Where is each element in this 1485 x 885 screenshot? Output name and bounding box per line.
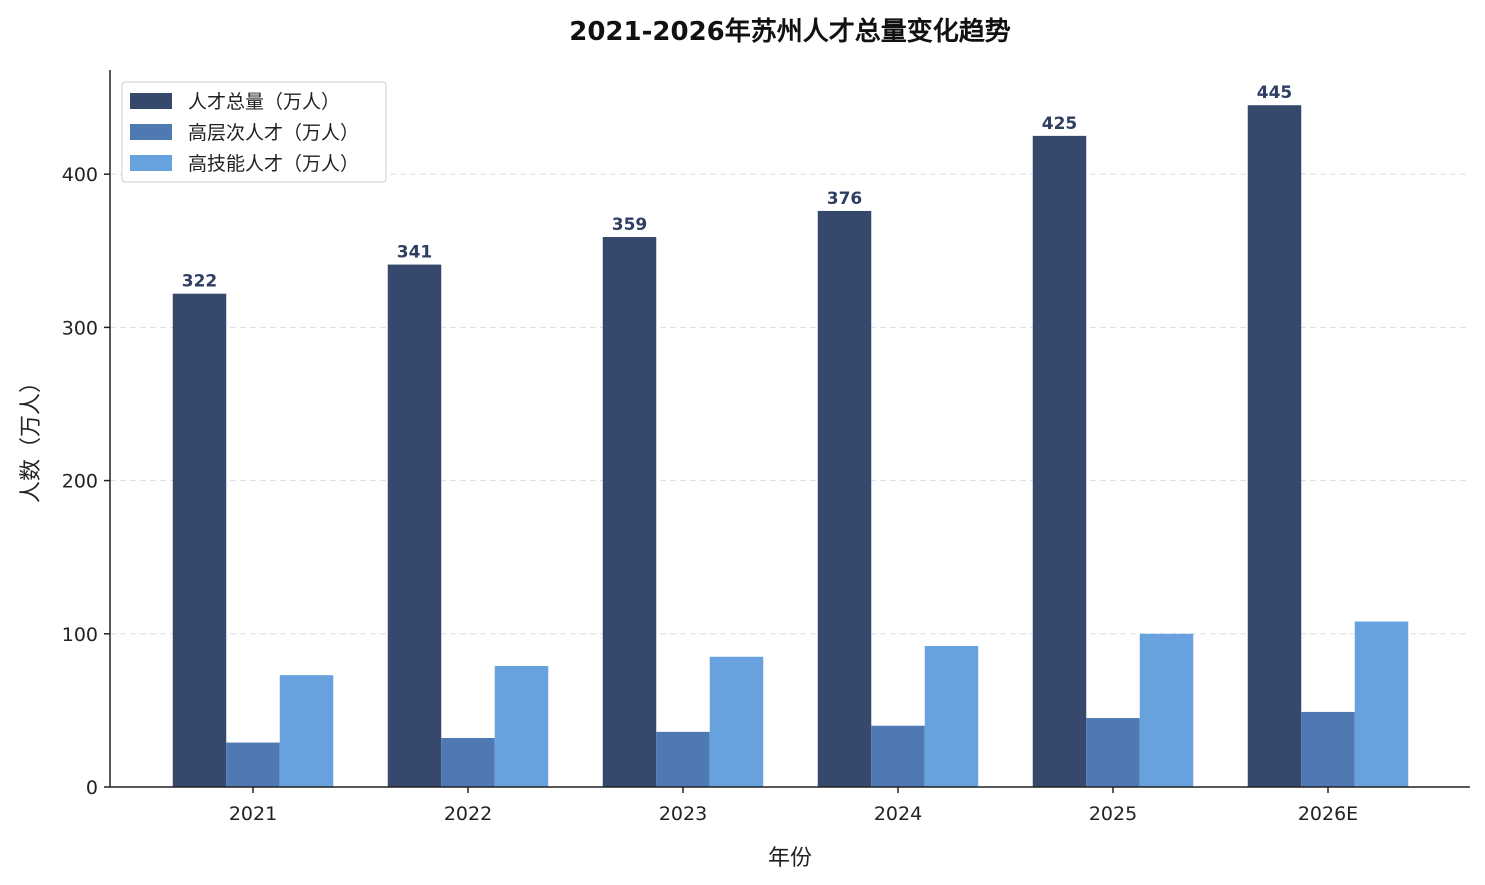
- data-label-2023: 359: [612, 215, 648, 235]
- data-label-2022: 341: [397, 243, 433, 263]
- x-tick-label: 2022: [444, 803, 492, 825]
- legend-swatch: [130, 93, 172, 109]
- y-tick-label: 300: [62, 317, 98, 339]
- data-label-2025: 425: [1042, 114, 1078, 134]
- bar-2021-1: [172, 293, 227, 787]
- bar-2023-2: [656, 731, 710, 787]
- bar-2025-3: [1139, 633, 1194, 787]
- data-label-2024: 376: [827, 189, 863, 209]
- bar-2024-3: [924, 646, 979, 787]
- bar-2025-2: [1086, 718, 1140, 787]
- legend-label: 高层次人才（万人）: [188, 122, 359, 144]
- bar-2024-2: [871, 725, 925, 787]
- data-label-2021: 322: [182, 272, 218, 292]
- bars: [172, 105, 1409, 788]
- bar-2026E-3: [1354, 621, 1409, 787]
- legend-label: 高技能人才（万人）: [188, 153, 359, 175]
- y-tick-label: 100: [62, 624, 98, 646]
- y-ticks: 0 100 200 300 400: [62, 164, 110, 799]
- legend-swatch: [130, 155, 172, 171]
- grid-lines: [110, 173, 1470, 635]
- bar-2022-1: [387, 264, 442, 787]
- x-ticks: 2021 2022 2023 2024 2025 2026E: [229, 787, 1358, 825]
- y-tick-label: 400: [62, 164, 98, 186]
- bar-2025-1: [1032, 135, 1087, 788]
- bar-2026E-2: [1301, 711, 1355, 787]
- y-tick-label: 200: [62, 471, 98, 493]
- bar-2026E-1: [1247, 105, 1302, 787]
- data-labels: 322 341 359 376 425 445: [182, 83, 1293, 291]
- x-tick-label: 2023: [659, 803, 707, 825]
- legend-swatch: [130, 124, 172, 140]
- x-tick-label: 2024: [874, 803, 922, 825]
- x-tick-label: 2026E: [1298, 803, 1358, 825]
- bar-2023-1: [602, 236, 657, 787]
- legend-label: 人才总量（万人）: [188, 91, 340, 113]
- bar-2024-1: [817, 210, 872, 787]
- x-tick-label: 2021: [229, 803, 277, 825]
- legend: 人才总量（万人） 高层次人才（万人） 高技能人才（万人）: [121, 81, 387, 183]
- bar-2021-2: [226, 742, 280, 787]
- bar-2022-3: [494, 665, 549, 787]
- bar-2023-3: [709, 656, 764, 787]
- x-axis-label: 年份: [768, 846, 812, 871]
- x-tick-label: 2025: [1089, 803, 1137, 825]
- legend-frame: [121, 81, 387, 183]
- chart-title: 2021-2026年苏州人才总量变化趋势: [569, 16, 1011, 47]
- bar-2022-2: [441, 737, 495, 787]
- y-axis-label: 人数（万人）: [19, 371, 44, 503]
- y-tick-label: 0: [86, 777, 98, 799]
- bar-2021-3: [279, 675, 334, 787]
- data-label-2026E: 445: [1257, 83, 1293, 103]
